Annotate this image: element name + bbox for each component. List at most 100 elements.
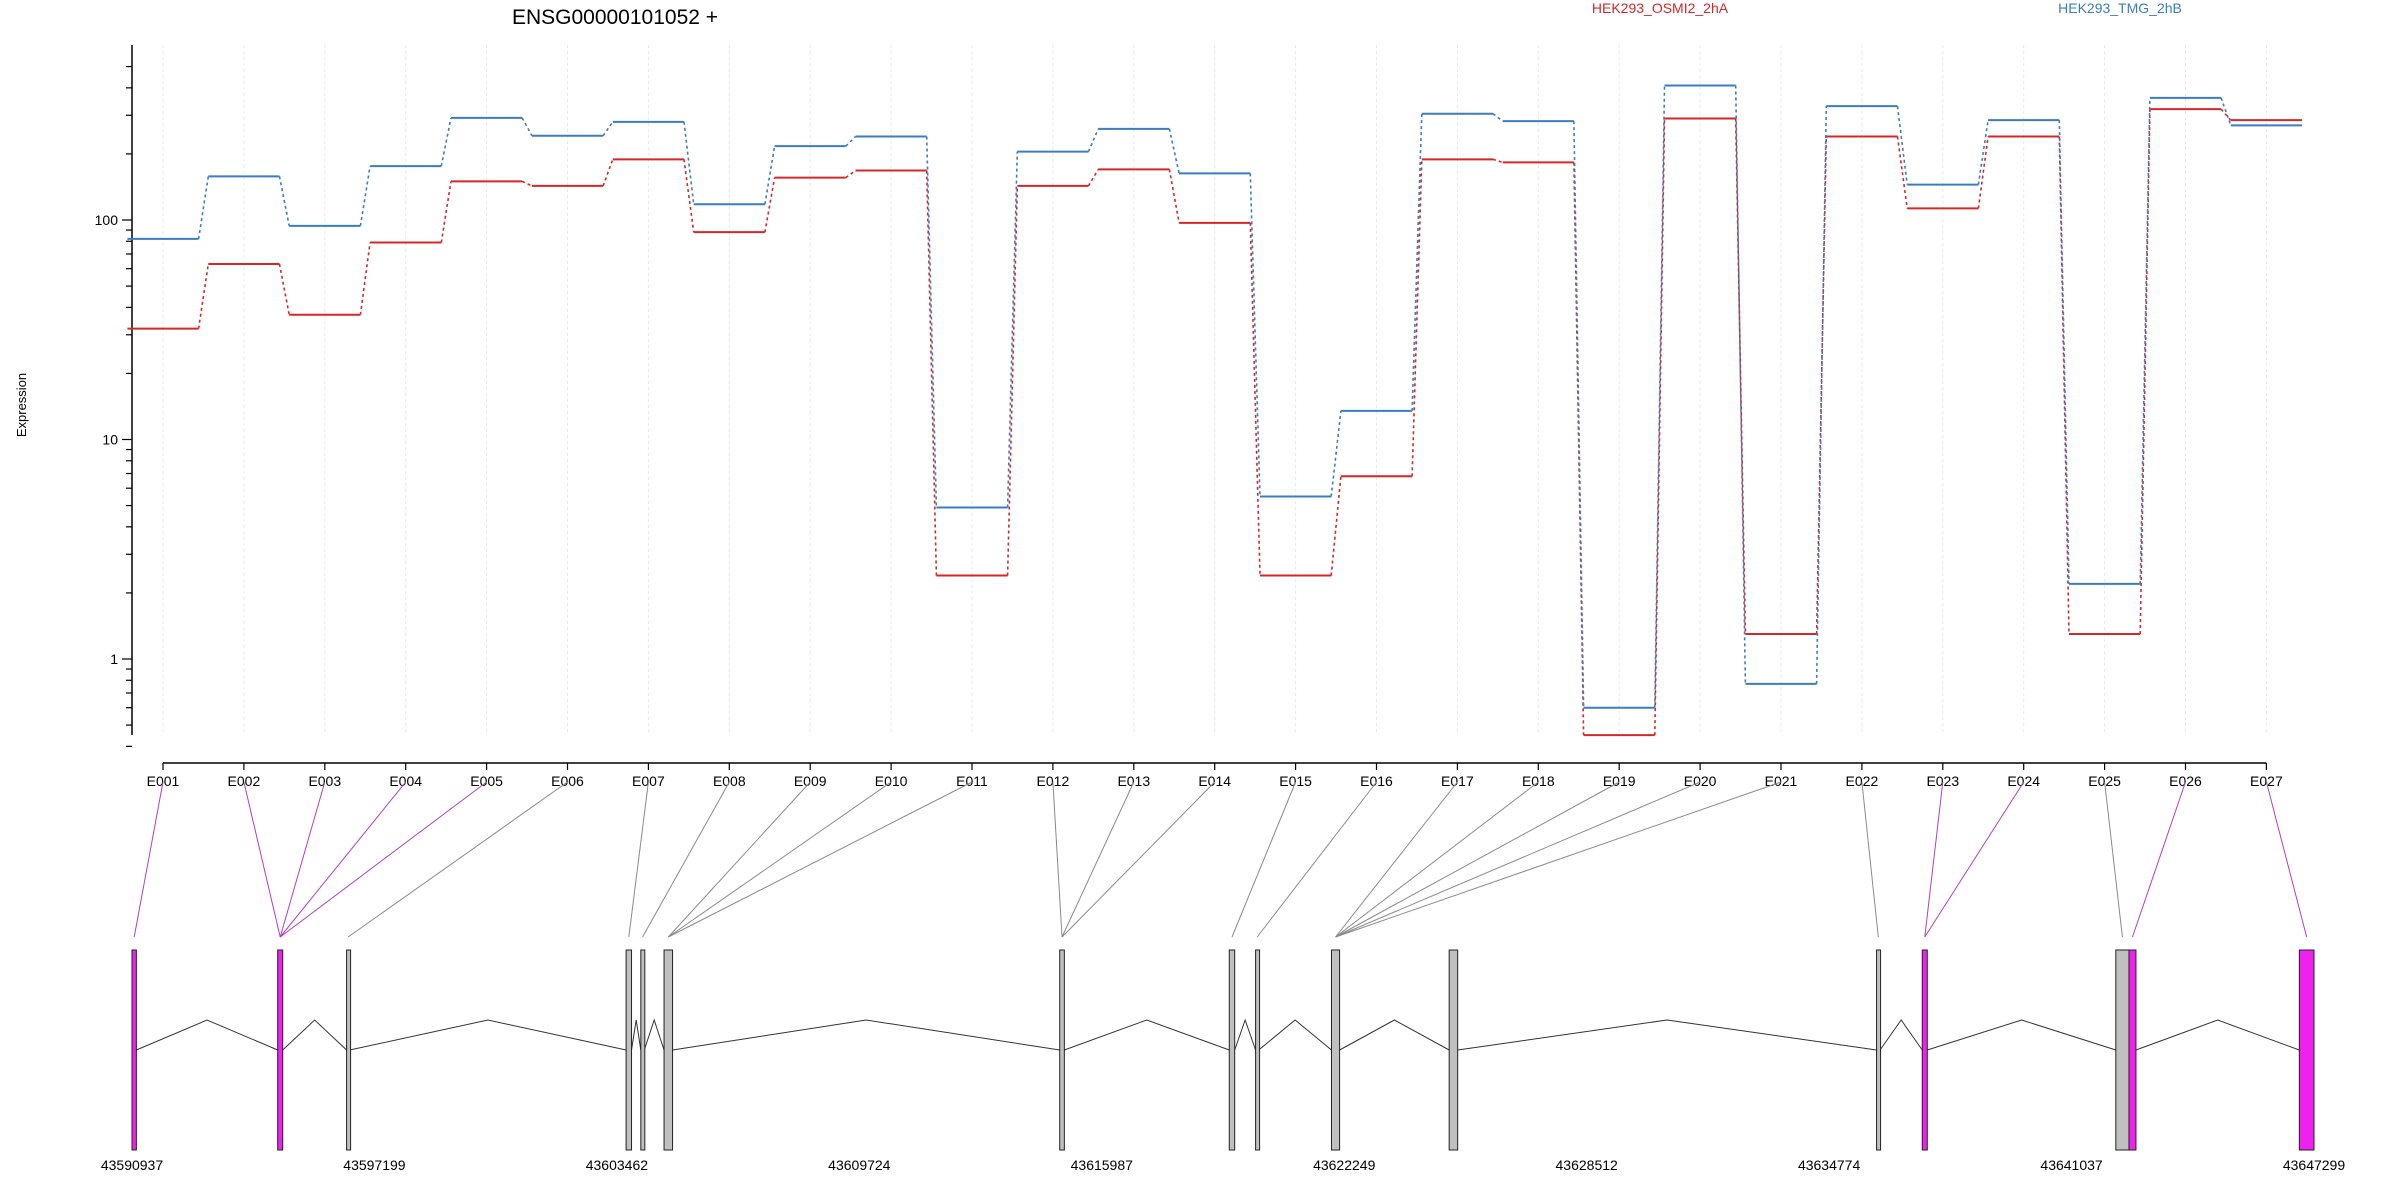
- genomic-label-3: 43603462: [586, 1157, 649, 1173]
- genomic-label-1: 43590937: [101, 1157, 164, 1173]
- series-2-transition-E024: [2058, 120, 2070, 584]
- series-2-transition-E011: [1006, 151, 1019, 508]
- x-tick-label-E025: E025: [2088, 773, 2121, 789]
- x-tick-label-E024: E024: [2007, 773, 2040, 789]
- connector-E020: [1335, 781, 1701, 938]
- connector-E026: [2131, 781, 2186, 938]
- series-1-transition-E001: [197, 263, 210, 329]
- x-tick-label-E007: E007: [632, 773, 665, 789]
- series-2-transition-E018: [1573, 121, 1585, 708]
- connector-E004: [279, 781, 407, 938]
- series-2-transition-E014: [1249, 173, 1261, 497]
- gene-model-track: [131, 949, 2315, 1151]
- series-2-transition-E013: [1168, 128, 1180, 174]
- series-2-transition-E023: [1977, 120, 1989, 185]
- x-tick-label-E005: E005: [470, 773, 503, 789]
- series-2-transition-E005: [521, 117, 533, 137]
- connector-E009: [667, 781, 811, 938]
- intron-line: [1339, 1019, 1450, 1051]
- x-tick-label-E013: E013: [1117, 773, 1150, 789]
- chart-title: ENSG00000101052 +: [512, 6, 718, 29]
- series-1-transition-E026: [2220, 108, 2232, 121]
- intron-line: [643, 1018, 665, 1051]
- genomic-label-5: 43615987: [1071, 1157, 1134, 1173]
- series-1-transition-E019: [1653, 118, 1666, 736]
- legend-entry-1: HEK293_OSMI2_2hA: [1592, 0, 1729, 16]
- series-1-transition-E008: [764, 177, 776, 233]
- connector-E015: [1231, 781, 1297, 938]
- axes: 1 10 100 E001 E002 E003 E004 E005 E006 E007 E008 E0…: [95, 45, 2283, 789]
- connector-E025: [2104, 781, 2123, 938]
- connector-E008: [642, 781, 730, 938]
- exon-box-13: [1921, 949, 1928, 1151]
- connector-E003: [279, 781, 326, 938]
- series-2-transition-E006: [602, 121, 614, 137]
- series-2-transition-E012: [1087, 128, 1099, 152]
- x-tick-label-E002: E002: [228, 773, 261, 789]
- series-2-transition-E003: [359, 165, 371, 227]
- series-2-transition-E020: [1734, 85, 1747, 684]
- series-1-transition-E016: [1411, 159, 1423, 477]
- x-tick-label-E026: E026: [2169, 773, 2202, 789]
- series-2-transition-E021: [1815, 106, 1828, 684]
- x-tick-label-E021: E021: [1765, 773, 1798, 789]
- genomic-label-2: 43597199: [343, 1157, 406, 1173]
- series-2-transition-E010: [925, 136, 938, 508]
- exon-box-5: [640, 949, 646, 1151]
- connector-E011: [668, 781, 973, 938]
- connector-E021: [1335, 781, 1782, 938]
- exon-box-2: [277, 949, 284, 1151]
- series-1-transition-E009: [845, 169, 856, 179]
- y-tick-label-100: 100: [95, 212, 119, 228]
- x-tick-label-E008: E008: [713, 773, 746, 789]
- exon-box-7: [1059, 949, 1065, 1151]
- intron-line: [2135, 1019, 2300, 1051]
- genomic-label-10: 43647299: [2283, 1157, 2346, 1173]
- connector-E002: [243, 781, 281, 938]
- intron-line: [1234, 1018, 1257, 1051]
- x-tick-label-E006: E006: [551, 773, 584, 789]
- intron-line: [1457, 1019, 1877, 1051]
- connector-E013: [1061, 781, 1135, 938]
- series-2-transition-E026: [2220, 97, 2232, 126]
- series-2-transition-E008: [764, 146, 776, 205]
- series-2: [127, 84, 2302, 709]
- series-1-transition-E017: [1492, 158, 1503, 164]
- connector-E006: [347, 781, 568, 938]
- series-2-transition-E016: [1411, 113, 1423, 411]
- x-tick-label-E023: E023: [1926, 773, 1959, 789]
- connector-E007: [628, 781, 649, 938]
- x-tick-label-E027: E027: [2250, 773, 2283, 789]
- genomic-label-6: 43622249: [1313, 1157, 1376, 1173]
- exon-box-10: [1330, 949, 1341, 1151]
- series-1-transition-E020: [1734, 118, 1747, 635]
- exon-box-3: [346, 949, 352, 1151]
- series-layer: [127, 84, 2302, 737]
- intron-line: [136, 1019, 278, 1051]
- series-1-transition-E002: [278, 263, 290, 315]
- series-2-transition-E004: [440, 117, 452, 167]
- series-1-transition-E022: [1896, 136, 1908, 209]
- connector-E014: [1061, 781, 1216, 938]
- intron-line: [282, 1019, 347, 1051]
- series-2-transition-E019: [1653, 85, 1666, 708]
- series-1-transition-E005: [521, 180, 533, 187]
- intron-line: [672, 1019, 1060, 1051]
- legend-entry-2: HEK293_TMG_2hB: [2058, 0, 2182, 16]
- x-tick-label-E016: E016: [1360, 773, 1393, 789]
- connector-E005: [279, 781, 487, 938]
- connector-E027: [2265, 781, 2308, 938]
- y-tick-label-10: 10: [102, 432, 118, 448]
- genomic-label-9: 43641037: [2040, 1157, 2103, 1173]
- exon-box-15: [2128, 949, 2137, 1151]
- series-1-transition-E007: [683, 159, 695, 233]
- exon-box-12: [1876, 949, 1882, 1151]
- x-tick-label-E003: E003: [308, 773, 341, 789]
- y-tick-label-1: 1: [110, 651, 118, 667]
- grid-lines: [162, 45, 2267, 735]
- intron-line: [1064, 1019, 1230, 1051]
- y-axis-label: Expression: [14, 373, 29, 437]
- intron-line: [1258, 1019, 1332, 1051]
